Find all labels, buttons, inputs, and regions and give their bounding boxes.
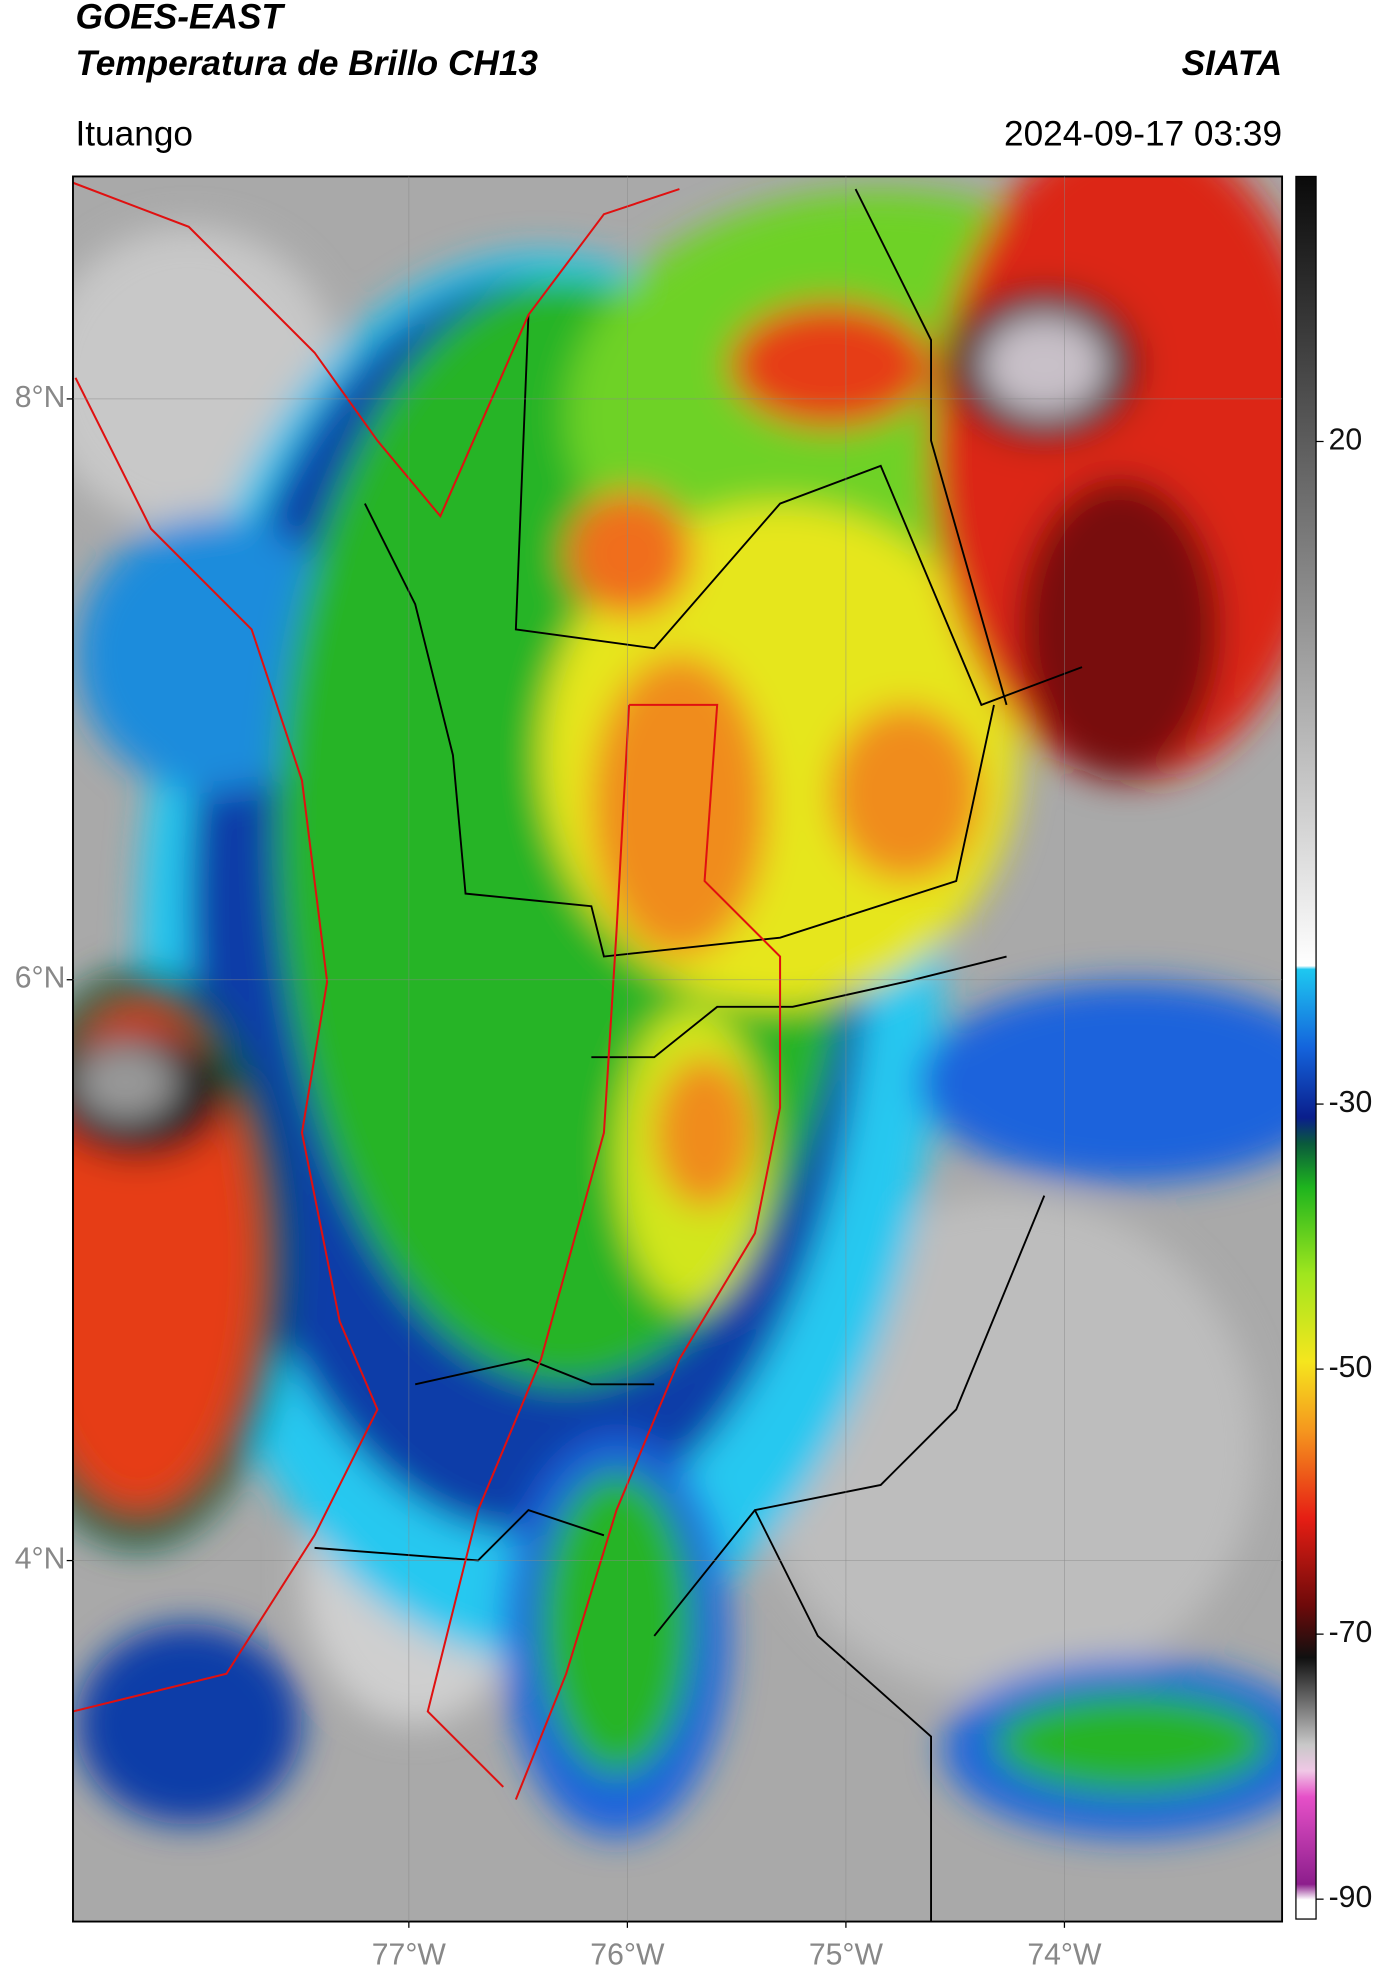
colorbar-tick-label: -30 — [1329, 1086, 1373, 1119]
source: SIATA — [1182, 44, 1282, 83]
lon-tick-label: 76°W — [590, 1939, 665, 1972]
colorbar-tick-label: -90 — [1329, 1881, 1373, 1914]
graticule — [72, 176, 1283, 1922]
lat-tick-label: 4°N — [15, 1543, 66, 1576]
map-frame — [72, 175, 1284, 1923]
datetime: 2024-09-17 03:39 — [1004, 114, 1282, 153]
lon-tick-label: 74°W — [1027, 1939, 1102, 1972]
lat-tick-label: 8°N — [15, 381, 66, 414]
title: GOES-EAST — [75, 0, 285, 36]
colorbar — [1295, 175, 1317, 1920]
colorbar-tick-label: -50 — [1329, 1351, 1373, 1384]
lon-tick-label: 77°W — [372, 1939, 447, 1972]
location: Ituango — [75, 114, 193, 153]
colorbar-tick-label: 20 — [1329, 423, 1363, 456]
satellite-image — [72, 176, 1283, 1922]
colorbar-tick-label: -70 — [1329, 1616, 1373, 1649]
lon-tick-label: 75°W — [809, 1939, 884, 1972]
subtitle: Temperatura de Brillo CH13 — [75, 44, 538, 83]
lat-tick-label: 6°N — [15, 962, 66, 995]
